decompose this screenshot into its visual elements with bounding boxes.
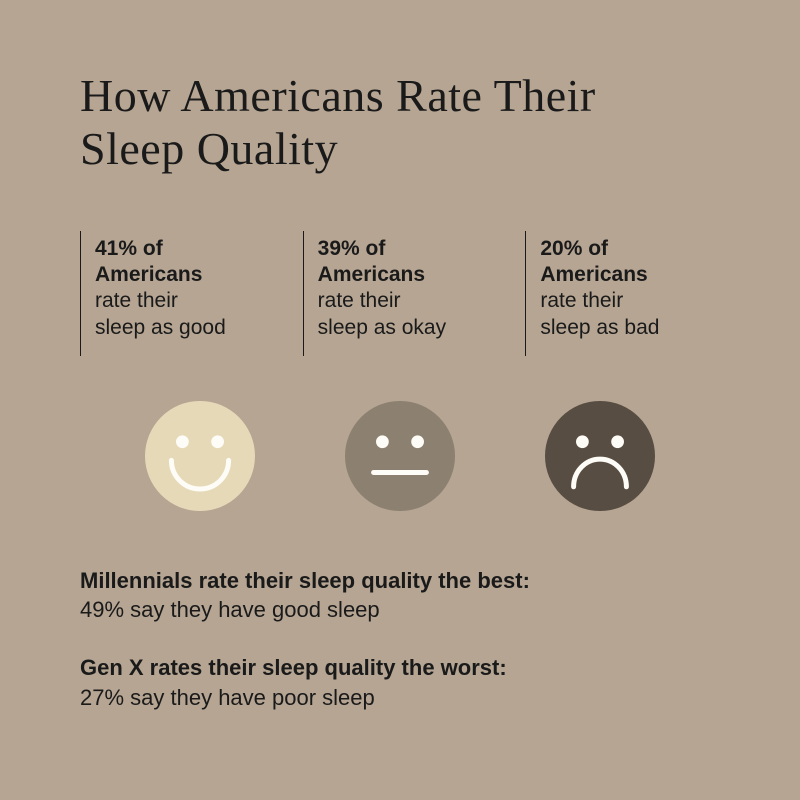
infographic-title: How Americans Rate TheirSleep Quality: [80, 70, 720, 176]
faces-row: [80, 401, 720, 511]
callout-heading: Gen X rates their sleep quality the wors…: [80, 653, 720, 683]
stat-desc: sleep as okay: [318, 315, 498, 341]
stat-percent: 20% of: [540, 236, 720, 262]
stat-desc: rate their: [540, 288, 720, 314]
stats-row: 41% of Americans rate their sleep as goo…: [80, 231, 720, 356]
callout-detail: 27% say they have poor sleep: [80, 683, 720, 713]
stat-subject: Americans: [95, 262, 275, 288]
callout-millennials: Millennials rate their sleep quality the…: [80, 566, 720, 625]
neutral-face-icon: [300, 401, 500, 511]
callout-detail: 49% say they have good sleep: [80, 595, 720, 625]
stat-subject: Americans: [318, 262, 498, 288]
callout-heading: Millennials rate their sleep quality the…: [80, 566, 720, 596]
stat-subject: Americans: [540, 262, 720, 288]
stat-okay: 39% of Americans rate their sleep as oka…: [303, 231, 498, 356]
stat-percent: 39% of: [318, 236, 498, 262]
callout-genx: Gen X rates their sleep quality the wors…: [80, 653, 720, 712]
stat-bad: 20% of Americans rate their sleep as bad: [525, 231, 720, 356]
stat-desc: rate their: [318, 288, 498, 314]
stat-percent: 41% of: [95, 236, 275, 262]
stat-desc: sleep as good: [95, 315, 275, 341]
stat-good: 41% of Americans rate their sleep as goo…: [80, 231, 275, 356]
sad-face-icon: [500, 401, 700, 511]
happy-face-icon: [100, 401, 300, 511]
stat-desc: rate their: [95, 288, 275, 314]
stat-desc: sleep as bad: [540, 315, 720, 341]
